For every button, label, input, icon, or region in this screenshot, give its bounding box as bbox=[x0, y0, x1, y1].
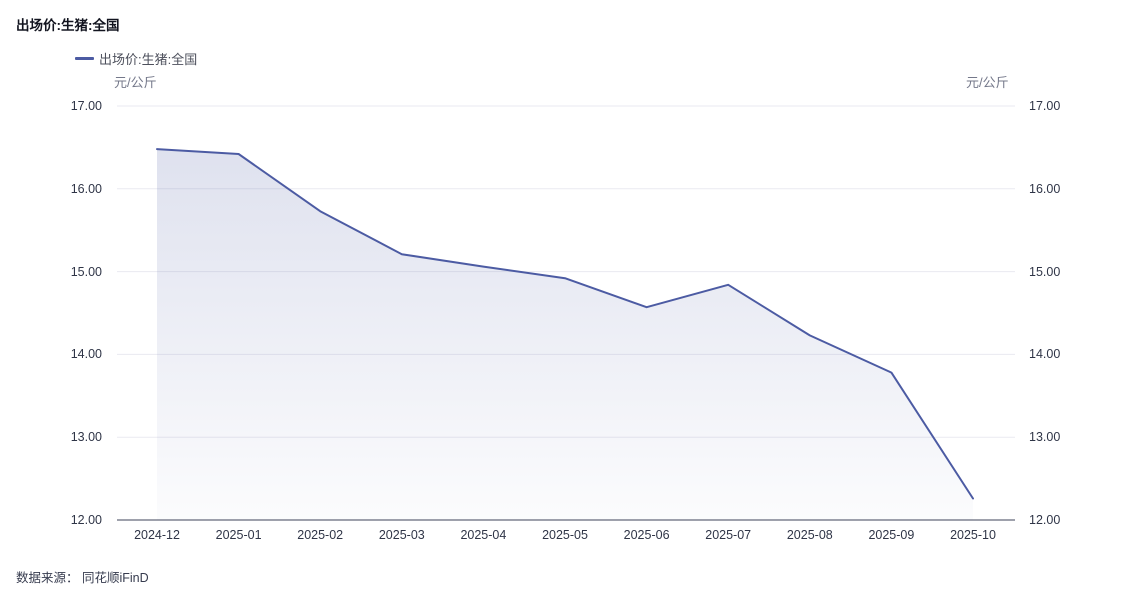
y-tick-label-right: 17.00 bbox=[1029, 99, 1061, 113]
x-tick-label: 2025-10 bbox=[950, 528, 996, 542]
x-tick-label: 2025-09 bbox=[868, 528, 915, 542]
legend-line-icon bbox=[75, 57, 94, 60]
y-tick-label-right: 15.00 bbox=[1029, 264, 1061, 279]
y-axis-unit-right: 元/公斤 bbox=[966, 75, 1009, 90]
y-tick-label-left: 13.00 bbox=[70, 430, 102, 445]
y-tick-label-left: 15.00 bbox=[70, 264, 102, 279]
x-tick-label: 2025-07 bbox=[705, 528, 752, 542]
y-axis-unit-left: 元/公斤 bbox=[114, 75, 157, 90]
x-tick-label: 2025-01 bbox=[215, 528, 262, 542]
x-tick-label: 2025-04 bbox=[460, 528, 507, 542]
x-tick-label: 2025-06 bbox=[623, 528, 670, 542]
x-tick-label: 2025-08 bbox=[786, 528, 833, 542]
legend-label: 出场价:生猪:全国 bbox=[99, 52, 198, 67]
y-tick-label-right: 13.00 bbox=[1029, 430, 1061, 445]
x-tick-label: 2025-02 bbox=[297, 528, 344, 542]
y-tick-label-right: 14.00 bbox=[1029, 347, 1061, 362]
data-source-note: 数据来源： 同花顺iFinD bbox=[16, 571, 149, 585]
y-tick-label-left: 12.00 bbox=[70, 513, 102, 527]
y-tick-label-right: 12.00 bbox=[1029, 513, 1061, 527]
legend-item[interactable]: 出场价:生猪:全国 bbox=[75, 49, 197, 68]
x-tick-label: 2025-05 bbox=[542, 528, 588, 542]
y-tick-label-left: 14.00 bbox=[70, 347, 102, 362]
x-tick-label: 2025-03 bbox=[378, 528, 425, 542]
y-tick-label-right: 16.00 bbox=[1029, 181, 1061, 196]
x-tick-label: 2024-12 bbox=[134, 528, 180, 542]
y-tick-label-left: 16.00 bbox=[70, 181, 102, 196]
chart-title: 出场价:生猪:全国 bbox=[16, 18, 120, 33]
y-tick-label-left: 17.00 bbox=[70, 99, 102, 113]
